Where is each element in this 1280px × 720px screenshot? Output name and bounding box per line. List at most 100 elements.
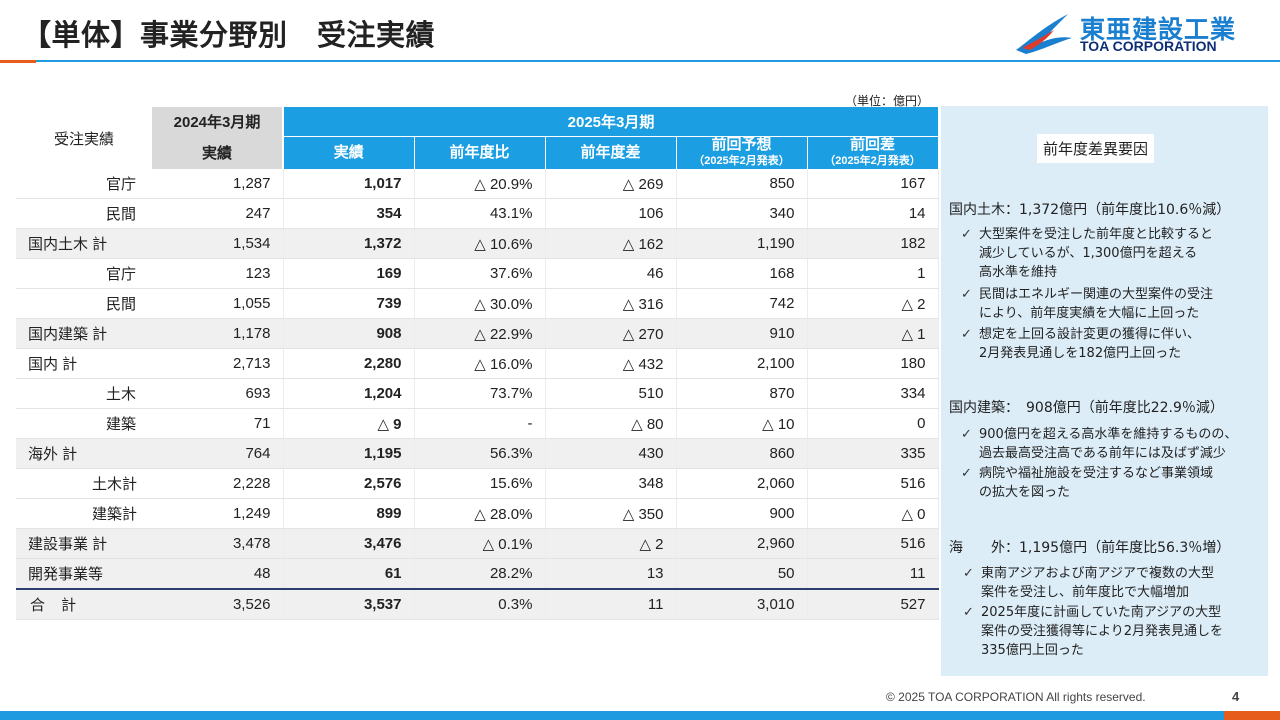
col-prev-actual: 実績 — [152, 136, 284, 169]
table-row: 国内建築 計 1,178 908 △ 22.9% △ 270 910 △ 1 — [16, 318, 939, 349]
cell-forecast: 850 — [676, 169, 808, 199]
bullet-building-1: ✓ 900億円を超える高水準を維持するものの、 過去最高受注高である前年には及ばず減… — [961, 425, 1238, 463]
bullet-line: 想定を上回る設計変更の獲得に伴い、 — [979, 327, 1201, 342]
row-label: 建設事業 計 — [16, 528, 152, 559]
cell-ratio: 15.6% — [414, 468, 546, 499]
bullet-line: 335億円上回った — [981, 643, 1084, 658]
cell-actual: 3,476 — [283, 528, 415, 559]
cell-diff: 348 — [545, 468, 677, 499]
table-row: 海外 計 764 1,195 56.3% 430 860 335 — [16, 438, 939, 469]
bullet-civil-1: ✓ 大型案件を受注した前年度と比較すると 減少しているが、1,300億円を超える 高水… — [961, 225, 1214, 282]
cell-fdiff: 180 — [807, 348, 939, 379]
cell-prev: 1,055 — [152, 288, 284, 319]
row-label: 土木計 — [16, 468, 152, 499]
row-label: 民間 — [16, 288, 152, 319]
table-row: 官庁 123 169 37.6% 46 168 1 — [16, 258, 939, 289]
cell-ratio: △ 16.0% — [414, 348, 546, 379]
footer-accent — [1224, 711, 1280, 720]
cell-actual: 61 — [283, 558, 415, 590]
row-label: 開発事業等 — [16, 558, 152, 590]
cell-forecast: 50 — [676, 558, 808, 590]
cell-ratio: 37.6% — [414, 258, 546, 289]
table-row: 国内土木 計 1,534 1,372 △ 10.6% △ 162 1,190 182 — [16, 228, 939, 259]
check-icon: ✓ — [961, 227, 972, 242]
bullet-line: 案件を受注し、前年度比で大幅増加 — [981, 585, 1190, 600]
table-row: 建築 71 △ 9- △ 80 △ 10 0 — [16, 408, 939, 439]
table-row: 官庁 1,287 1,017 △ 20.9% △ 269 850 167 — [16, 169, 939, 199]
cell-prev: 123 — [152, 258, 284, 289]
cell-fdiff: 335 — [807, 438, 939, 469]
bullet-line: 2025年度に計画していた南アジアの大型 — [981, 605, 1222, 620]
cell-ratio: 28.2% — [414, 558, 546, 590]
cell-actual: 899 — [283, 498, 415, 529]
page-title: 【単体】事業分野別 受注実績 — [22, 18, 436, 52]
cell-actual: 908 — [283, 318, 415, 349]
cell-diff: △ 2 — [545, 528, 677, 559]
cell-actual: 3,537 — [283, 588, 415, 620]
panel-title: 前年度差異要因 — [1037, 134, 1155, 163]
cell-diff: 46 — [545, 258, 677, 289]
cell-prev: 1,287 — [152, 169, 284, 199]
cell-forecast: 910 — [676, 318, 808, 349]
table-row: 土木 693 1,204 73.7% 510 870 334 — [16, 378, 939, 409]
row-label: 土木 — [16, 378, 152, 409]
cell-actual: 1,017 — [283, 169, 415, 199]
cell-diff: △ 432 — [545, 348, 677, 379]
col-yoy-ratio: 前年度比 — [414, 136, 546, 169]
col-forecast: 前回予想 （2025年2月発表） — [676, 136, 808, 169]
check-icon: ✓ — [961, 466, 972, 481]
cell-diff: △ 269 — [545, 169, 677, 199]
cell-ratio: 0.3% — [414, 588, 546, 620]
cell-fdiff: 1 — [807, 258, 939, 289]
bullet-line: 過去最高受注高である前年には及ばず減少 — [979, 446, 1226, 461]
row-label: 国内 計 — [16, 348, 152, 379]
cell-fdiff: 334 — [807, 378, 939, 409]
check-icon: ✓ — [963, 566, 974, 581]
cell-forecast: 742 — [676, 288, 808, 319]
cell-prev: 3,478 — [152, 528, 284, 559]
cell-forecast: 2,100 — [676, 348, 808, 379]
bullet-line: 案件の受注獲得等により2月発表見通しを — [981, 624, 1224, 639]
cell-fdiff: 182 — [807, 228, 939, 259]
cell-forecast: 1,190 — [676, 228, 808, 259]
bullet-line: 減少しているが、1,300億円を超える — [979, 246, 1198, 261]
cell-forecast: 860 — [676, 438, 808, 469]
cell-prev: 3,526 — [152, 588, 284, 620]
period-curr-header: 2025年3月期 — [283, 107, 938, 137]
header-divider — [0, 60, 1280, 62]
cell-fdiff: 11 — [807, 558, 939, 590]
bullet-line: 900億円を超える高水準を維持するものの、 — [979, 427, 1238, 442]
cell-fdiff: 527 — [807, 588, 939, 620]
bullet-civil-2: ✓ 民間はエネルギー関連の大型案件の受注 により、前年度実績を大幅に上回った — [961, 285, 1213, 323]
cell-forecast: 168 — [676, 258, 808, 289]
cell-actual: 2,280 — [283, 348, 415, 379]
check-icon: ✓ — [961, 427, 972, 442]
cell-forecast: 870 — [676, 378, 808, 409]
check-icon: ✓ — [961, 287, 972, 302]
header-accent — [0, 60, 36, 63]
page-number: 4 — [1232, 689, 1240, 704]
logo-english-text: TOA CORPORATION — [1080, 38, 1217, 54]
cell-ratio: △ 22.9% — [414, 318, 546, 349]
bullet-line: 東南アジアおよび南アジアで複数の大型 — [981, 566, 1214, 581]
col-yoy-diff: 前年度差 — [545, 136, 677, 169]
col-forecast-diff-note: （2025年2月発表） — [824, 155, 921, 167]
table-row: 開発事業等 48 61 28.2% 13 50 11 — [16, 558, 939, 590]
cell-ratio: - — [414, 408, 546, 439]
row-label: 官庁 — [16, 258, 152, 289]
cell-forecast: △ 10 — [676, 408, 808, 439]
variance-panel: 前年度差異要因 国内土木：1,372億円（前年度比10.6％減） ✓ 大型案件を受… — [941, 106, 1268, 676]
cell-forecast: 3,010 — [676, 588, 808, 620]
row-label: 国内建築 計 — [16, 318, 152, 349]
row-label: 建築計 — [16, 498, 152, 529]
table-row: 民間 1,055 739 △ 30.0% △ 316 742 △ 2 — [16, 288, 939, 319]
row-label: 建築 — [16, 408, 152, 439]
logo-japanese-text: 東亜建設工業 — [1080, 15, 1237, 44]
cell-actual: 739 — [283, 288, 415, 319]
copyright: © 2025 TOA CORPORATION All rights reserv… — [886, 690, 1146, 704]
cell-fdiff: 14 — [807, 198, 939, 229]
bullet-line: 大型案件を受注した前年度と比較すると — [979, 227, 1214, 242]
cell-actual: 1,195 — [283, 438, 415, 469]
cell-diff: 430 — [545, 438, 677, 469]
orders-table: 受注実績 2024年3月期 2025年3月期 実績 実績 前年度比 前年度差 前… — [16, 107, 939, 620]
